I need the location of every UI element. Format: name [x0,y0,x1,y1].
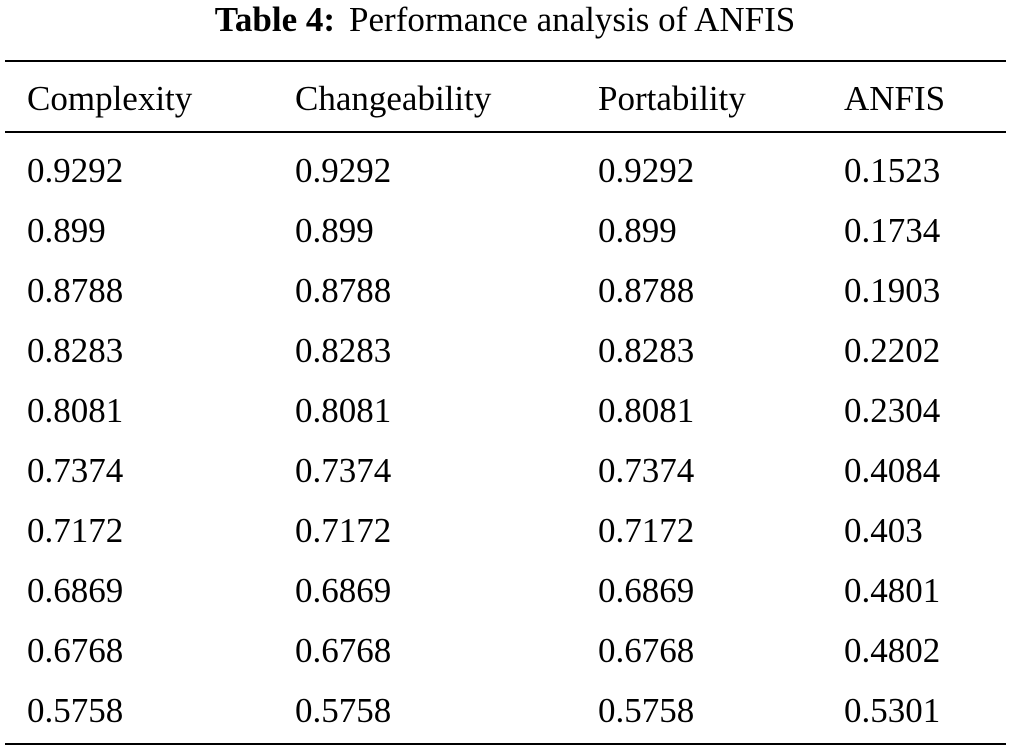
cell-portability: 0.6869 [598,571,695,610]
cell-anfis: 0.5301 [844,691,941,730]
cell-complexity: 0.9292 [27,151,124,190]
table-row: 0.7172 0.7172 0.7172 0.403 [5,501,1006,561]
cell-portability: 0.9292 [598,151,695,190]
cell-anfis: 0.403 [844,511,923,550]
cell-anfis: 0.1734 [844,211,941,250]
cell-changeability: 0.8283 [295,331,392,370]
cell-complexity: 0.6869 [27,571,124,610]
column-header-portability: Portability [598,79,746,118]
table-row: 0.8283 0.8283 0.8283 0.2202 [5,321,1006,381]
cell-anfis: 0.4801 [844,571,941,610]
cell-complexity: 0.7374 [27,451,124,490]
cell-portability: 0.7374 [598,451,695,490]
cell-portability: 0.6768 [598,631,695,670]
table-caption-label: Table 4: [214,0,336,39]
column-header-anfis: ANFIS [844,79,946,118]
cell-complexity: 0.899 [27,211,106,250]
cell-changeability: 0.8081 [295,391,392,430]
table-top-rule [5,60,1006,62]
cell-changeability: 0.6869 [295,571,392,610]
table-header-rule [5,131,1006,133]
cell-anfis: 0.2202 [844,331,941,370]
cell-anfis: 0.4802 [844,631,941,670]
cell-complexity: 0.7172 [27,511,124,550]
table-row: 0.8081 0.8081 0.8081 0.2304 [5,381,1006,441]
table-row: 0.5758 0.5758 0.5758 0.5301 [5,681,1006,741]
cell-portability: 0.7172 [598,511,695,550]
cell-portability: 0.5758 [598,691,695,730]
cell-changeability: 0.9292 [295,151,392,190]
cell-changeability: 0.5758 [295,691,392,730]
cell-portability: 0.8283 [598,331,695,370]
table-row: 0.899 0.899 0.899 0.1734 [5,201,1006,261]
table-caption-text: Performance analysis of ANFIS [349,0,796,39]
cell-complexity: 0.8081 [27,391,124,430]
cell-anfis: 0.4084 [844,451,941,490]
cell-changeability: 0.7172 [295,511,392,550]
cell-portability: 0.8788 [598,271,695,310]
table-bottom-rule [5,743,1006,745]
cell-portability: 0.8081 [598,391,695,430]
cell-anfis: 0.1903 [844,271,941,310]
cell-anfis: 0.2304 [844,391,941,430]
table-header-row: Complexity Changeability Portability ANF… [5,62,1006,133]
cell-complexity: 0.8283 [27,331,124,370]
table-row: 0.7374 0.7374 0.7374 0.4084 [5,441,1006,501]
table-row: 0.6869 0.6869 0.6869 0.4801 [5,561,1006,621]
cell-complexity: 0.5758 [27,691,124,730]
table-row: 0.8788 0.8788 0.8788 0.1903 [5,261,1006,321]
table-row: 0.6768 0.6768 0.6768 0.4802 [5,621,1006,681]
column-header-changeability: Changeability [295,79,492,118]
cell-changeability: 0.7374 [295,451,392,490]
column-header-complexity: Complexity [27,79,193,118]
cell-complexity: 0.8788 [27,271,124,310]
cell-changeability: 0.8788 [295,271,392,310]
performance-table: Complexity Changeability Portability ANF… [5,62,1006,741]
table-caption: Table 4: Performance analysis of ANFIS [0,0,1010,40]
cell-changeability: 0.899 [295,211,374,250]
table-body: 0.9292 0.9292 0.9292 0.1523 0.899 0.899 0.899 0… [5,133,1006,741]
cell-portability: 0.899 [598,211,677,250]
cell-complexity: 0.6768 [27,631,124,670]
table-row: 0.9292 0.9292 0.9292 0.1523 [5,133,1006,201]
cell-anfis: 0.1523 [844,151,941,190]
cell-changeability: 0.6768 [295,631,392,670]
